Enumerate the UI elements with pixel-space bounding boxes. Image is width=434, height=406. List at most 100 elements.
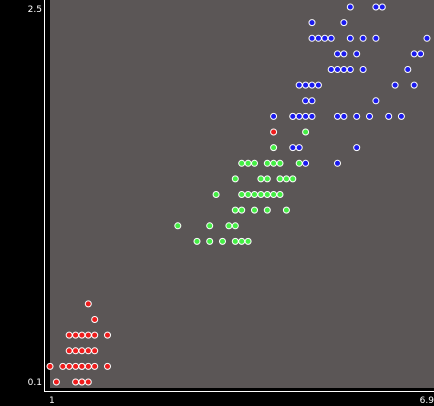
data-point [78, 331, 86, 339]
data-point [91, 331, 99, 339]
data-point [308, 97, 316, 105]
data-point [238, 206, 246, 214]
data-point [308, 112, 316, 120]
data-point [314, 34, 322, 42]
data-point [302, 159, 310, 167]
data-point [353, 112, 361, 120]
data-point [423, 34, 431, 42]
data-point [295, 112, 303, 120]
data-point [238, 191, 246, 198]
data-point [84, 347, 92, 355]
data-point [244, 191, 252, 198]
data-point [334, 66, 341, 73]
data-point [263, 159, 271, 167]
data-point [263, 206, 271, 214]
data-point [212, 191, 220, 198]
data-point [78, 378, 86, 386]
data-point [72, 347, 80, 355]
data-point [353, 50, 361, 58]
data-point [225, 222, 233, 230]
data-point [270, 128, 278, 136]
data-point [244, 159, 252, 167]
data-point [340, 66, 348, 73]
data-point [65, 331, 73, 339]
data-point [321, 34, 329, 42]
data-point [372, 34, 380, 42]
data-point [206, 237, 214, 245]
data-point [104, 331, 111, 339]
data-point [263, 175, 271, 183]
data-point [366, 112, 373, 120]
data-point [174, 222, 182, 230]
data-point [270, 159, 278, 167]
data-point [72, 378, 80, 386]
data-point [404, 66, 412, 73]
data-point [193, 237, 201, 245]
data-point [372, 3, 380, 11]
data-point [104, 362, 111, 370]
data-point [65, 362, 73, 370]
data-point [417, 50, 425, 58]
data-point [251, 206, 258, 214]
data-point [334, 159, 341, 167]
y-tick-label-bottom: 0.1 [28, 378, 42, 388]
data-point [238, 237, 246, 245]
data-point [282, 206, 290, 214]
data-point [346, 34, 354, 42]
data-point [251, 191, 258, 198]
data-point [52, 378, 60, 386]
data-point [231, 175, 239, 183]
data-point [276, 191, 284, 198]
data-point [308, 19, 316, 27]
y-tick-label-top: 2.5 [28, 5, 42, 15]
data-point [295, 159, 303, 167]
data-point [334, 50, 341, 58]
data-point [327, 34, 335, 42]
x-tick-label-left: 1 [49, 396, 55, 406]
data-point [72, 362, 80, 370]
data-point [231, 237, 239, 245]
data-point [391, 81, 399, 89]
data-point [295, 144, 303, 152]
data-point [84, 362, 92, 370]
data-point [346, 66, 354, 73]
data-point [282, 175, 290, 183]
data-point [59, 362, 67, 370]
data-point [263, 191, 271, 198]
data-point [334, 112, 341, 120]
data-point [378, 3, 386, 11]
data-point [257, 191, 265, 198]
data-point [270, 191, 278, 198]
data-point [91, 347, 99, 355]
data-point [46, 362, 54, 370]
data-point [308, 81, 316, 89]
x-tick-label-right: 6.9 [420, 396, 434, 406]
data-point [340, 19, 348, 27]
data-point [231, 206, 239, 214]
data-point [302, 112, 310, 120]
data-point [410, 50, 418, 58]
data-point [84, 378, 92, 386]
data-point [289, 112, 297, 120]
data-point [91, 362, 99, 370]
data-point [346, 3, 354, 11]
data-point [270, 112, 278, 120]
data-point [65, 347, 73, 355]
data-point [289, 144, 297, 152]
data-point [302, 81, 310, 89]
data-point [289, 175, 297, 183]
data-point [78, 347, 86, 355]
data-point [84, 331, 92, 339]
data-point [340, 112, 348, 120]
data-point [314, 81, 322, 89]
data-point [359, 66, 367, 73]
data-point [276, 159, 284, 167]
data-point [78, 362, 86, 370]
data-point [206, 222, 214, 230]
data-point [244, 237, 252, 245]
data-point [84, 300, 92, 308]
data-point [231, 222, 239, 230]
data-point [410, 81, 418, 89]
data-point [397, 112, 405, 120]
